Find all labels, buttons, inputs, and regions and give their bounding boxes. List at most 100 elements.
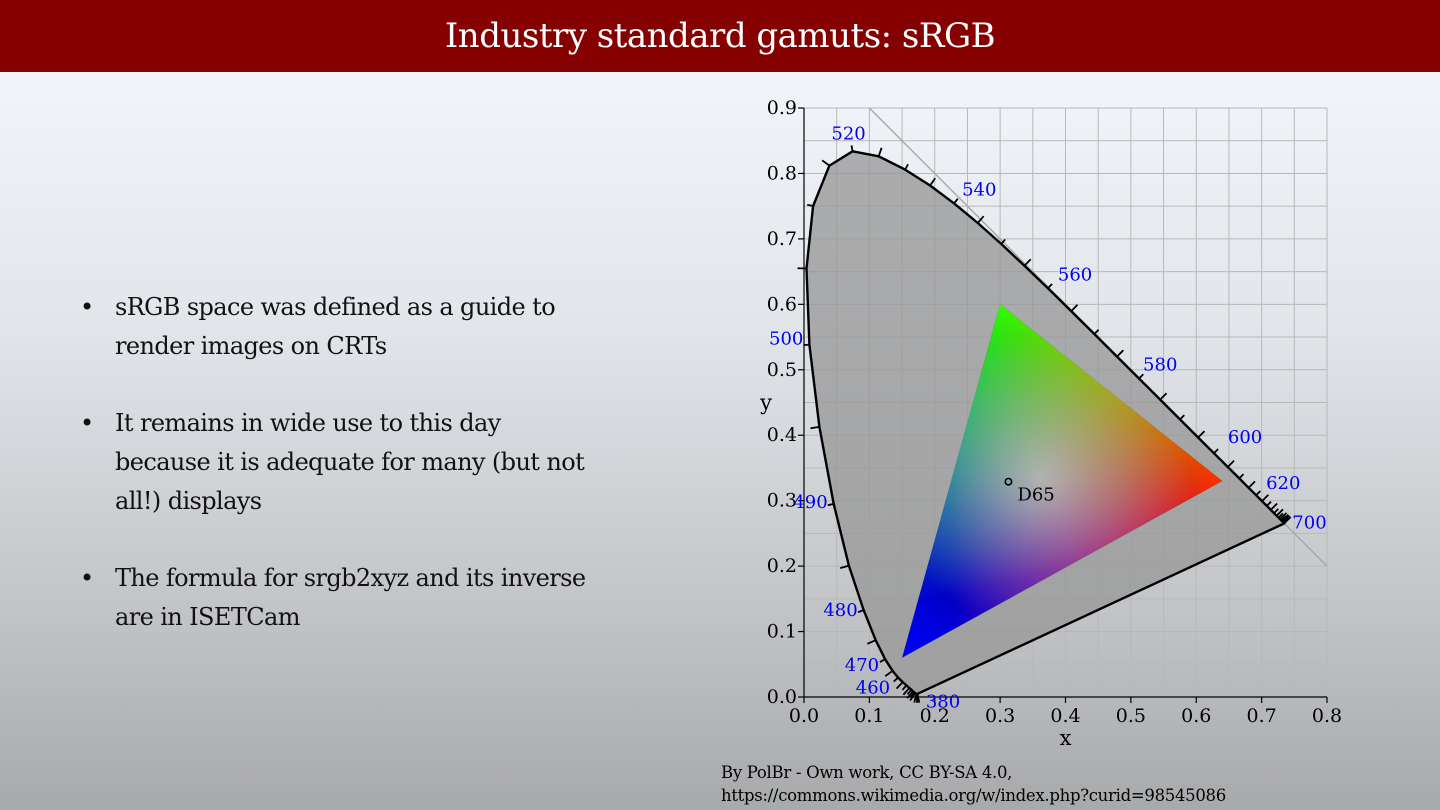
y-tick-label: 0.8 xyxy=(767,162,797,184)
bullet-dot: • xyxy=(80,293,94,321)
wavelength-label: 620 xyxy=(1266,473,1300,494)
locus-tick xyxy=(1255,490,1261,496)
locus-tick xyxy=(857,609,864,614)
locus-tick xyxy=(1000,238,1006,245)
white-point: D65 xyxy=(1004,477,1055,506)
bullet-dot: • xyxy=(80,564,94,592)
locus-tick xyxy=(807,203,814,207)
locus-tick xyxy=(1283,516,1292,524)
bullet-item: • sRGB space was defined as a guide to r… xyxy=(80,288,600,366)
x-axis-label: x xyxy=(1060,726,1072,750)
wavelength-label: 600 xyxy=(1228,427,1262,448)
locus-tick xyxy=(904,163,909,171)
wavelength-label: 700 xyxy=(1292,512,1326,533)
axes: 0.0 0.1 0.2 0.3 0.4 0.5 0.6 0.7 0.8 0.0 0.1 0.2 0.3 0… xyxy=(759,97,1342,750)
x-tick-label: 0.8 xyxy=(1312,705,1342,727)
locus-tick xyxy=(1247,480,1256,489)
locus-tick xyxy=(840,564,850,569)
x-tick-label: 0.1 xyxy=(854,705,884,727)
locus-tick xyxy=(902,687,910,696)
locus-tick xyxy=(810,426,820,430)
y-axis-label: y xyxy=(759,391,772,415)
locus-tick xyxy=(906,689,913,695)
bullet-item: • It remains in wide use to this day bec… xyxy=(80,404,600,521)
y-tick-label: 0.9 xyxy=(767,97,797,119)
locus-tick xyxy=(893,676,899,683)
locus-tick xyxy=(821,159,830,167)
locus-tick xyxy=(1273,508,1279,514)
y-tick-label: 0.0 xyxy=(767,686,797,708)
locus-tick xyxy=(1261,494,1270,502)
locus-tick xyxy=(1159,392,1168,401)
slide-title: Industry standard gamuts: sRGB xyxy=(444,16,996,56)
locus-tick xyxy=(850,145,854,152)
white-point-marker xyxy=(1004,477,1013,486)
locus-tick xyxy=(877,147,883,157)
locus-tick xyxy=(1277,512,1284,519)
wavelength-label: 500 xyxy=(769,329,803,350)
wavelength-label: 470 xyxy=(845,655,879,676)
locus-tick xyxy=(1116,349,1125,358)
locus-tick xyxy=(953,198,959,204)
x-tick-label: 0.4 xyxy=(1050,705,1080,727)
bullet-item: • The formula for srgb2xyz and its inver… xyxy=(80,559,600,637)
srgb-gamut xyxy=(902,304,1223,658)
y-tick-label: 0.6 xyxy=(767,293,797,315)
wavelength-label: 520 xyxy=(831,123,865,144)
bullet-text: The formula for srgb2xyz and its inverse… xyxy=(115,564,586,631)
wavelength-label: 580 xyxy=(1143,355,1177,376)
x-tick-label: 0.6 xyxy=(1181,705,1211,727)
bullet-text: sRGB space was defined as a guide to ren… xyxy=(115,293,556,360)
locus-tick xyxy=(1093,329,1100,335)
x-tick-label: 0.3 xyxy=(985,705,1015,727)
locus-tick xyxy=(977,215,985,224)
locus-tick xyxy=(1197,430,1206,439)
locus-tick xyxy=(1279,512,1288,520)
locus-tick xyxy=(867,639,877,645)
locus-tick xyxy=(884,670,894,677)
bullet-text: It remains in wide use to this day becau… xyxy=(115,409,585,515)
x-tick-label: 0.2 xyxy=(920,705,950,727)
locus-tick xyxy=(1270,502,1278,511)
y-tick-label: 0.7 xyxy=(767,228,797,250)
y-tick-label: 0.5 xyxy=(767,359,797,381)
wavelength-label: 490 xyxy=(793,492,827,513)
locus-tick xyxy=(913,693,918,703)
locus-tick xyxy=(879,658,886,663)
locus-tick xyxy=(1280,515,1287,521)
y-tick-label: 0.3 xyxy=(767,490,797,512)
wavelength-label: 560 xyxy=(1058,264,1092,285)
wavelength-label: 460 xyxy=(856,678,890,699)
locus-tick xyxy=(1238,473,1245,480)
srgb-white-center xyxy=(902,304,1223,658)
locus-tick xyxy=(827,503,834,507)
bullet-dot: • xyxy=(80,409,94,437)
locus-tick xyxy=(901,684,908,691)
locus-tick xyxy=(1023,258,1032,267)
locus-tick xyxy=(1179,414,1185,421)
x-tick-label: 0.7 xyxy=(1247,705,1277,727)
wavelength-label: 480 xyxy=(823,600,857,621)
slide-title-bar: Industry standard gamuts: sRGB xyxy=(0,0,1440,72)
x-tick-label: 0.0 xyxy=(789,705,819,727)
cie-chromaticity-chart: 0.0 0.1 0.2 0.3 0.4 0.5 0.6 0.7 0.8 0.0 0.1 0.2 0.3 0… xyxy=(759,97,1342,750)
locus-tick xyxy=(1047,283,1053,289)
locus-tick xyxy=(929,177,936,186)
white-point-label: D65 xyxy=(1017,485,1054,506)
y-tick-label: 0.2 xyxy=(767,555,797,577)
locus-tick xyxy=(909,691,916,698)
y-tick-label: 0.4 xyxy=(767,424,797,446)
y-tick-label: 0.1 xyxy=(767,621,797,643)
bullet-list: • sRGB space was defined as a guide to r… xyxy=(80,288,600,675)
wavelength-label: 540 xyxy=(962,179,996,200)
credit-url: https://commons.wikimedia.org/w/index.ph… xyxy=(721,786,1226,805)
locus-tick xyxy=(1276,508,1284,517)
x-tick-label: 0.5 xyxy=(1116,705,1146,727)
wavelength-label: 380 xyxy=(926,692,960,713)
locus-tick xyxy=(1266,501,1272,507)
credit-line: By PolBr - Own work, CC BY-SA 4.0, xyxy=(721,763,1013,782)
locus-tick xyxy=(1213,448,1219,454)
locus-tick xyxy=(895,681,904,690)
locus-tick xyxy=(1070,304,1079,312)
